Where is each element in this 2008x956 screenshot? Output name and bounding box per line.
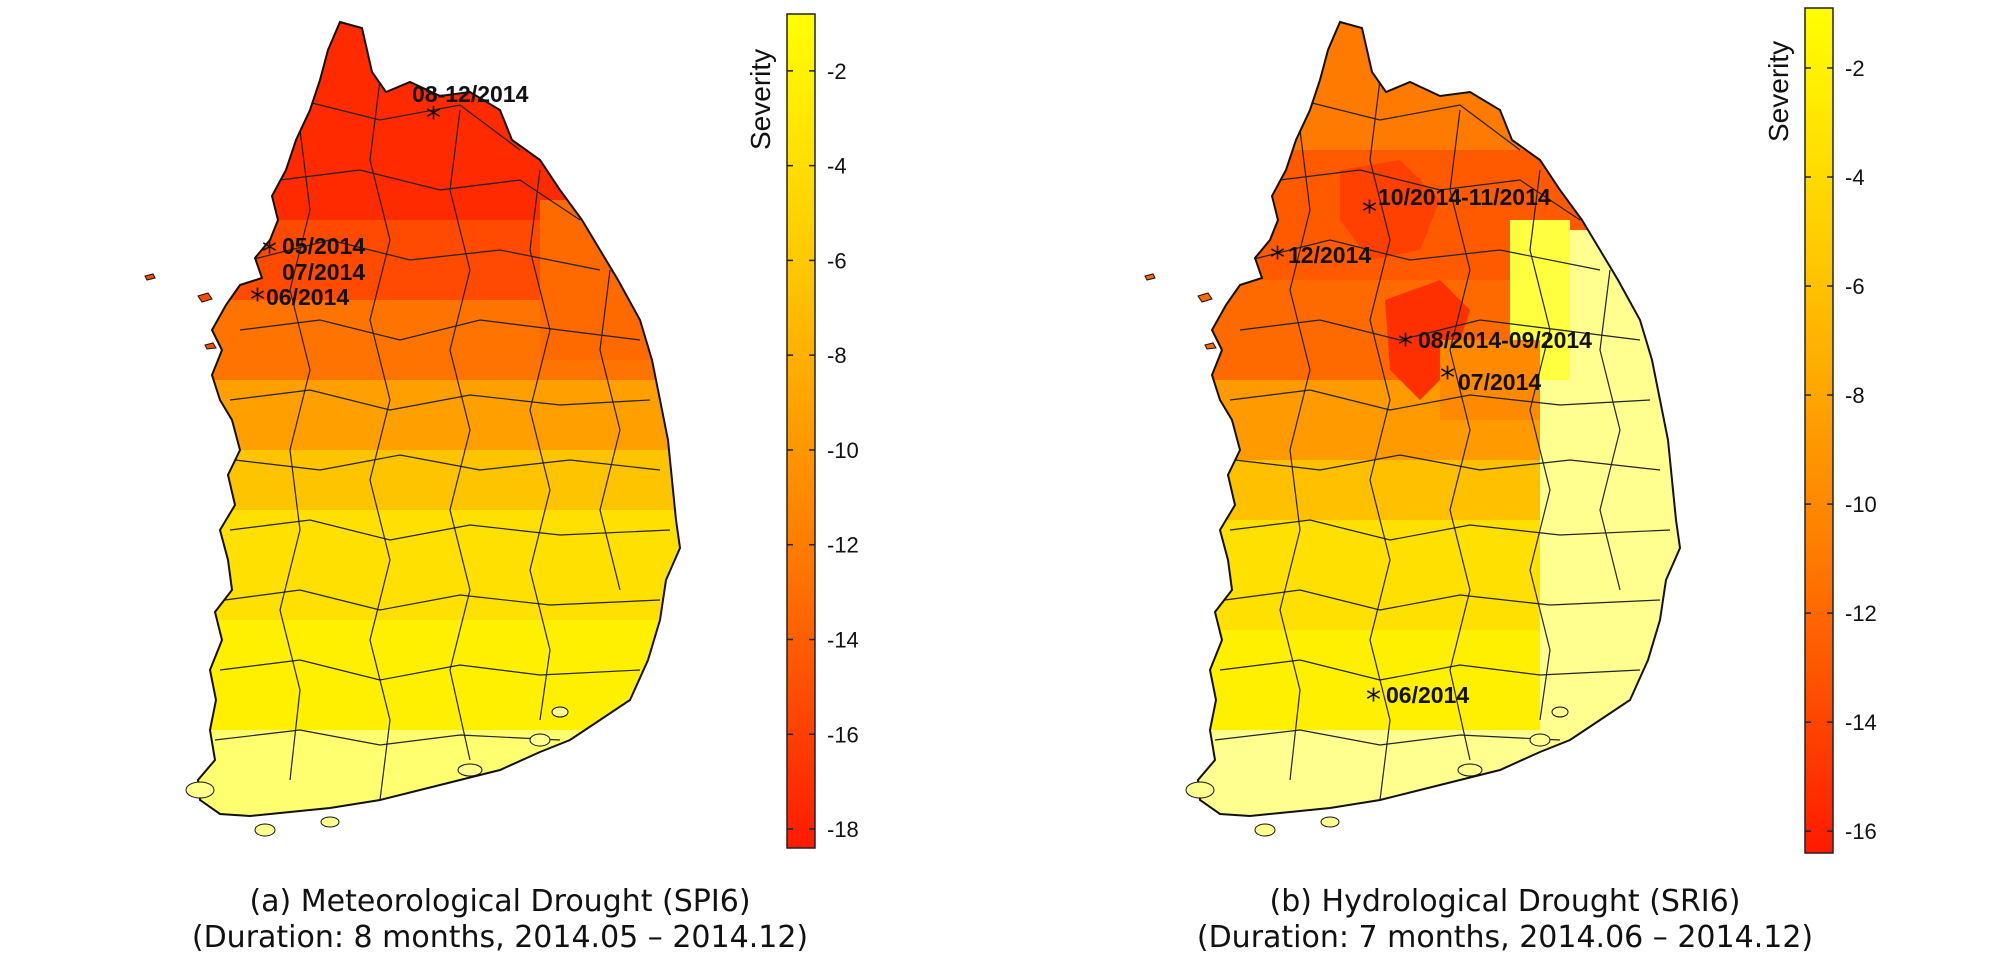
colorbar-tick-label: -10	[827, 438, 859, 463]
marker-label: 08-12/2014	[412, 81, 529, 107]
colorbar-title: Severity	[1763, 41, 1794, 142]
marker-label: 08/2014-09/2014	[1418, 327, 1592, 353]
marker-star-icon: *	[426, 101, 441, 136]
colorbar-tick-label: -14	[1845, 710, 1877, 735]
islands-a	[144, 273, 217, 350]
colorbar-tick-label: -12	[1845, 601, 1877, 626]
colorbar-tick-label: -8	[1845, 383, 1865, 408]
marker-star-icon: *	[1398, 328, 1413, 363]
marker-label: 05/2014	[282, 233, 365, 259]
marker-star-icon: *	[1440, 361, 1455, 396]
caption-duration: (Duration: 8 months, 2014.05 – 2014.12)	[191, 920, 809, 955]
marker-label: 12/2014	[1288, 242, 1371, 268]
caption-title: (b) Hydrological Drought (SRI6)	[1269, 884, 1741, 919]
marker-a-2: 07/2014	[282, 259, 365, 285]
southern-islands-a	[185, 706, 569, 837]
province-fills-a	[198, 22, 680, 816]
colorbar-tick-label: -6	[827, 248, 847, 273]
marker-star-icon: *	[262, 235, 277, 270]
southern-islands-b	[1185, 706, 1569, 837]
colorbar-b: -2 -4 -6 -8 -10 -12 -14 -16 Severity	[1763, 7, 1877, 854]
colorbar-tick-label: -16	[827, 722, 859, 747]
marker-b-3: * 07/2014	[1440, 361, 1541, 396]
colorbar-tick-label: -12	[827, 533, 859, 558]
province-fills-b	[1198, 22, 1680, 816]
colorbar-tick-label: -14	[827, 628, 859, 653]
marker-b-4: * 06/2014	[1366, 682, 1469, 718]
marker-star-icon: *	[1362, 195, 1377, 230]
province-borders-a	[214, 79, 671, 801]
colorbar-tick-label: -16	[1845, 819, 1877, 844]
colorbar-ticks-b: -2 -4 -6 -8 -10 -12 -14 -16	[1805, 56, 1877, 844]
marker-star-icon: *	[250, 283, 265, 318]
marker-star-icon: *	[1270, 241, 1285, 276]
colorbar-gradient	[1804, 7, 1834, 854]
marker-label: 06/2014	[266, 284, 349, 310]
colorbar-tick-label: -6	[1845, 274, 1865, 299]
caption-b: (b) Hydrological Drought (SRI6) (Duratio…	[1135, 884, 1875, 956]
caption-a: (a) Meteorological Drought (SPI6) (Durat…	[130, 884, 870, 956]
marker-star-icon: *	[1366, 683, 1381, 718]
caption-title: (a) Meteorological Drought (SPI6)	[249, 884, 751, 919]
marker-label: 07/2014	[282, 259, 365, 285]
marker-label: 06/2014	[1386, 682, 1469, 708]
map-panel-a: * 08-12/2014 * 05/2014 07/2014 * 06/2014…	[144, 13, 859, 849]
marker-label: 07/2014	[1458, 369, 1541, 395]
colorbar-tick-label: -2	[1845, 56, 1865, 81]
colorbar-title: Severity	[745, 49, 776, 150]
colorbar-tick-label: -4	[827, 154, 847, 179]
colorbar-gradient	[786, 13, 816, 849]
colorbar-tick-label: -8	[827, 343, 847, 368]
colorbar-ticks-a: -2 -4 -6 -8 -10 -12 -14 -16 -18	[787, 59, 859, 842]
marker-a-3: * 06/2014	[250, 283, 349, 318]
colorbar-tick-label: -4	[1845, 165, 1865, 190]
colorbar-tick-label: -2	[827, 59, 847, 84]
marker-a-0: * 08-12/2014	[412, 81, 529, 136]
marker-b-2: * 08/2014-09/2014	[1398, 327, 1592, 363]
islands-b	[1144, 273, 1217, 350]
caption-duration: (Duration: 7 months, 2014.06 – 2014.12)	[1196, 920, 1814, 955]
colorbar-tick-label: -10	[1845, 492, 1877, 517]
map-panel-b: * 10/2014-11/2014 * 12/2014 * 08/2014-09…	[1144, 7, 1877, 854]
marker-a-1: * 05/2014	[262, 233, 365, 270]
marker-b-0: * 10/2014-11/2014	[1362, 184, 1551, 230]
colorbar-tick-label: -18	[827, 817, 859, 842]
province-borders-b	[1214, 79, 1671, 801]
marker-b-1: * 12/2014	[1270, 241, 1371, 276]
colorbar-a: -2 -4 -6 -8 -10 -12 -14 -16 -18 Severity	[745, 13, 859, 849]
marker-label: 10/2014-11/2014	[1378, 184, 1551, 210]
